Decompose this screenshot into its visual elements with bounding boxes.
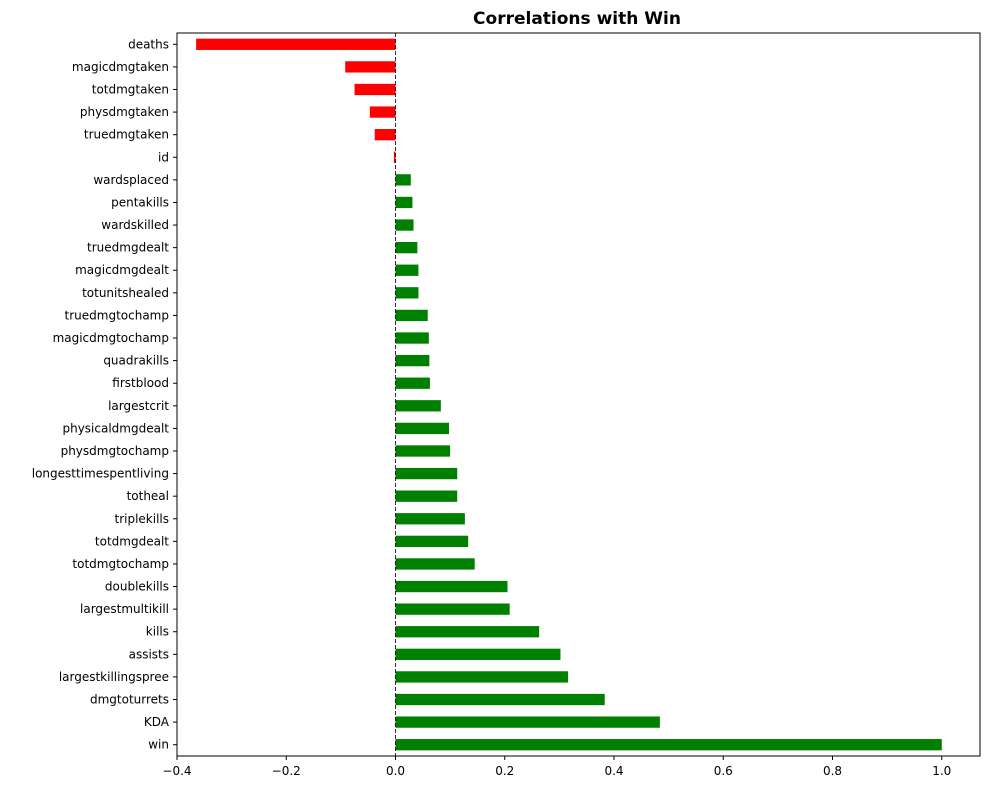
x-tick-label: 1.0	[932, 764, 951, 778]
bar-totdmgtaken	[354, 83, 396, 96]
y-tick-label: assists	[129, 647, 169, 661]
y-tick-label: triplekills	[114, 512, 169, 526]
y-tick-label: magicdmgtaken	[72, 60, 169, 74]
x-tick-label: −0.4	[162, 764, 191, 778]
y-tick-label: truedmgtaken	[84, 128, 169, 142]
bar-pentakills	[395, 196, 413, 209]
x-tick-label: 0.0	[386, 764, 405, 778]
chart-title: Correlations with Win	[473, 9, 681, 29]
bar-largestmultikill	[395, 603, 510, 615]
y-tick-label: deaths	[128, 37, 169, 51]
bar-truedmgtochamp	[395, 309, 428, 322]
bar-kills	[395, 626, 540, 638]
x-tick-label: 0.8	[823, 764, 842, 778]
y-tick-label: magicdmgdealt	[75, 263, 169, 277]
y-tick-label: physdmgtochamp	[61, 444, 169, 458]
bar-firstblood	[395, 377, 430, 389]
bar-totdmgtochamp	[395, 558, 475, 570]
x-tick-label: 0.6	[714, 764, 733, 778]
bar-deaths	[196, 38, 396, 50]
bar-totdmgdealt	[395, 535, 469, 548]
x-tick-label: 0.2	[495, 764, 514, 778]
y-tick-label: physdmgtaken	[80, 105, 169, 119]
bar-physdmgtaken	[369, 106, 396, 118]
bar-doublekills	[395, 580, 508, 593]
bar-largestcrit	[395, 400, 441, 412]
y-tick-label: totunitshealed	[82, 286, 169, 300]
y-tick-label: physicaldmgdealt	[62, 421, 169, 435]
x-tick-label: 0.4	[604, 764, 623, 778]
x-tick-label: −0.2	[272, 764, 301, 778]
bar-wardsplaced	[395, 174, 411, 186]
bar-quadrakills	[395, 354, 430, 367]
y-tick-label: totdmgtaken	[92, 82, 169, 96]
bar-totunitshealed	[395, 287, 419, 299]
y-tick-label: largestmultikill	[80, 602, 169, 616]
y-tick-label: largestkillingspree	[59, 670, 169, 684]
bar-magicdmgtochamp	[395, 332, 429, 344]
y-tick-label: truedmgtochamp	[65, 308, 169, 322]
bar-wardskilled	[395, 219, 414, 231]
bar-assists	[395, 648, 561, 660]
bar-physicaldmgdealt	[395, 422, 450, 435]
bar-triplekills	[395, 513, 465, 525]
bar-truedmgdealt	[395, 241, 418, 254]
bar-totheal	[395, 490, 458, 502]
y-tick-label: largestcrit	[108, 399, 169, 413]
y-tick-label: totdmgdealt	[95, 534, 169, 548]
bar-largestkillingspree	[395, 671, 569, 683]
bar-win	[395, 739, 942, 751]
y-tick-label: pentakills	[111, 195, 169, 209]
bar-physdmgtochamp	[395, 445, 451, 457]
bar-magicdmgtaken	[345, 61, 396, 73]
bar-dmgtoturrets	[395, 693, 605, 706]
y-tick-label: wardskilled	[101, 218, 169, 232]
bar-magicdmgdealt	[395, 264, 419, 276]
bar-longesttimespentliving	[395, 467, 458, 480]
bar-truedmgtaken	[374, 129, 396, 141]
y-tick-label: doublekills	[105, 580, 169, 594]
y-tick-label: KDA	[144, 715, 170, 729]
plot-area: deaths magicdmgtaken totdmgtaken physdmgtak…	[32, 33, 951, 778]
y-tick-label: dmgtoturrets	[90, 693, 169, 707]
y-tick-label: quadrakills	[103, 354, 169, 368]
y-tick-label: firstblood	[112, 376, 169, 390]
y-tick-label: totdmgtochamp	[72, 557, 169, 571]
bar-id	[393, 151, 396, 163]
y-tick-label: kills	[146, 625, 169, 639]
y-tick-label: magicdmgtochamp	[53, 331, 169, 345]
y-tick-label: truedmgdealt	[87, 241, 169, 255]
plot-frame	[176, 32, 981, 757]
y-tick-label: longesttimespentliving	[32, 467, 169, 481]
y-tick-label: wardsplaced	[93, 173, 169, 187]
y-tick-label: win	[148, 738, 169, 752]
y-tick-label: id	[158, 150, 169, 164]
bar-KDA	[395, 716, 660, 728]
y-tick-label: totheal	[127, 489, 169, 503]
